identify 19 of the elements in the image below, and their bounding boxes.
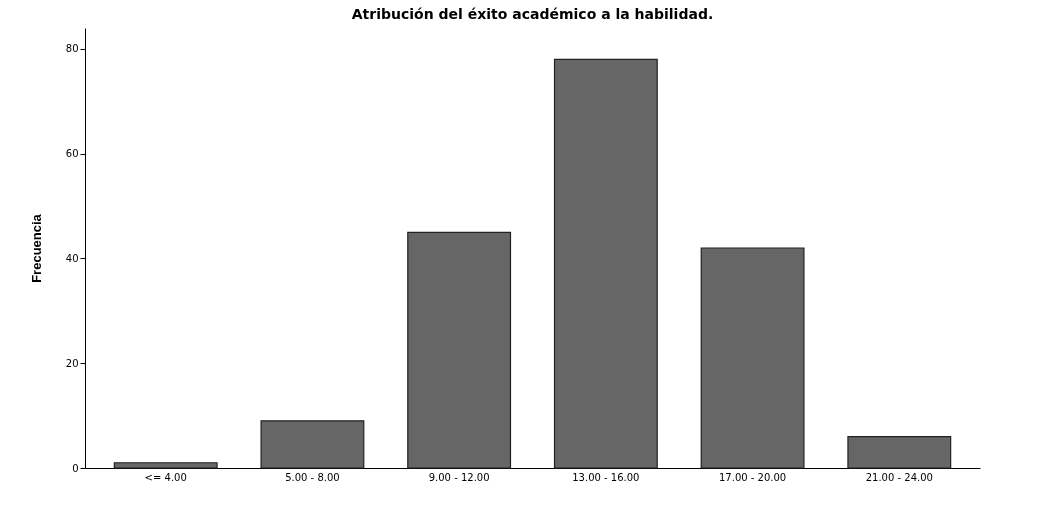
y-tick-label: 40 (65, 252, 79, 264)
bar (113, 462, 218, 469)
x-tick-label: 5.00 - 8.00 (285, 471, 340, 483)
x-tick-label: 13.00 - 16.00 (572, 471, 640, 483)
bar (260, 420, 365, 469)
bar (847, 435, 952, 469)
bar (553, 58, 658, 469)
y-tick-label: 80 (65, 43, 79, 55)
x-tick-label: 17.00 - 20.00 (718, 471, 787, 483)
x-tick-label: <= 4.00 (144, 471, 187, 483)
y-axis-title: Frecuencia (28, 213, 44, 283)
y-tick-label: 60 (65, 148, 79, 160)
bar (700, 247, 805, 469)
x-tick-label: 9.00 - 12.00 (428, 471, 490, 483)
y-tick-label: 0 (72, 462, 79, 474)
bar (407, 231, 512, 469)
x-tick-label: 21.00 - 24.00 (865, 471, 933, 483)
y-tick-label: 20 (65, 357, 79, 369)
chart-title: Atribución del éxito académico a la habilidad. (351, 6, 714, 22)
